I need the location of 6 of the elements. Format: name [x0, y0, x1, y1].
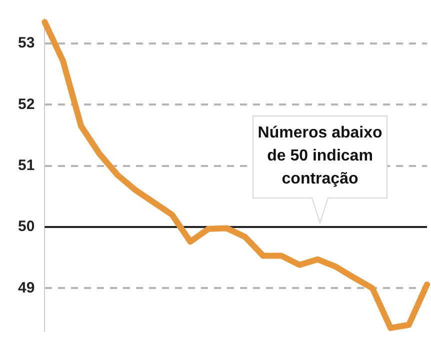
y-tick-label: 49 [18, 279, 35, 296]
annotation: Números abaixo de 50 indicam contração [258, 124, 382, 188]
y-tick-label: 51 [18, 156, 35, 174]
y-tick-label: 50 [18, 218, 35, 236]
y-tick-label: 52 [18, 96, 35, 113]
y-tick-label: 53 [18, 34, 35, 52]
